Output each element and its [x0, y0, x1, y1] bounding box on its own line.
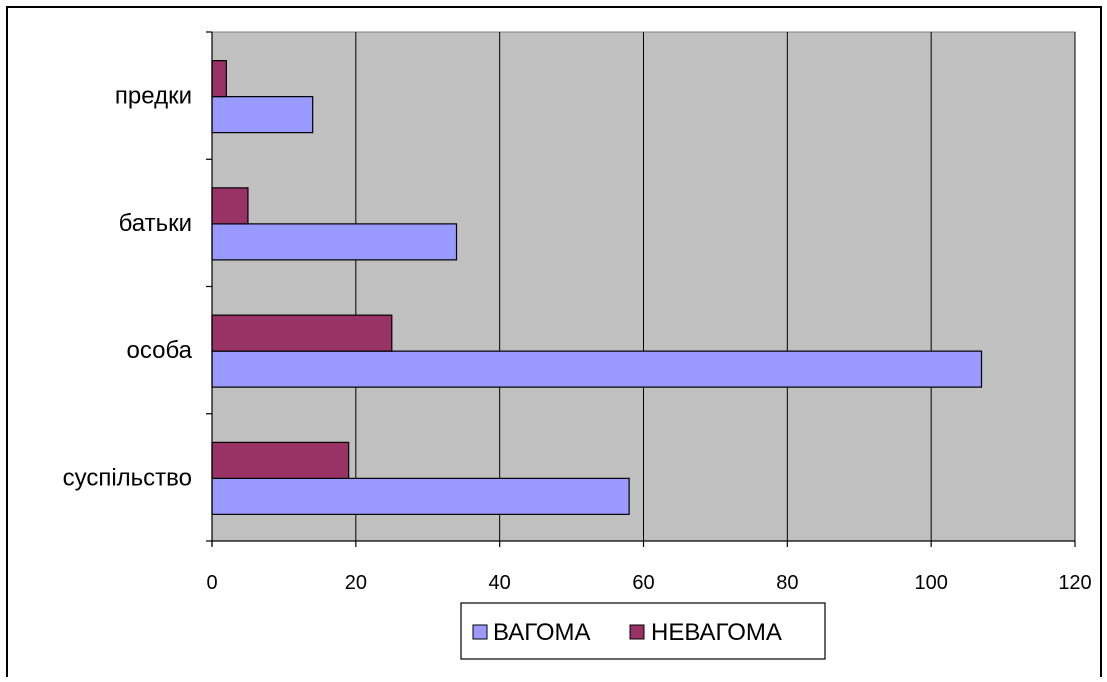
x-tick-label: 60	[632, 572, 654, 594]
bar-nevagoma-3	[211, 60, 227, 98]
bar-chart: суспільство особа батьки предки 0 20 40 60 80 10…	[63, 31, 1092, 660]
x-tick-label: 100	[914, 572, 947, 594]
x-tick-label: 40	[489, 572, 511, 594]
chart-frame: суспільство особа батьки предки 0 20 40 60 80 10…	[6, 6, 1102, 677]
bar-nevagoma-0	[211, 441, 350, 479]
bar-vagoma-0	[211, 477, 630, 515]
x-tick-label: 120	[1058, 572, 1091, 594]
bar-vagoma-2	[211, 223, 458, 261]
legend-swatch-0	[472, 624, 488, 640]
bar-nevagoma-1	[211, 314, 393, 352]
legend-swatch-1	[629, 624, 645, 640]
bar-vagoma-1	[211, 350, 983, 388]
x-tick-label: 80	[776, 572, 798, 594]
legend: ВАГОМА НЕВАГОМА	[460, 602, 826, 660]
y-tick-labels: суспільство особа батьки предки	[63, 83, 193, 492]
bar-nevagoma-2	[211, 187, 249, 225]
x-tick-labels: 0 20 40 60 80 100 120	[206, 572, 1091, 594]
legend-label-1: НЕВАГОМА	[651, 619, 782, 646]
x-tick-label: 0	[206, 572, 217, 594]
gridlines	[355, 32, 1076, 541]
legend-label-0: ВАГОМА	[493, 619, 591, 646]
x-tick-label: 20	[345, 572, 367, 594]
bar-vagoma-3	[211, 96, 314, 134]
bars	[211, 60, 983, 515]
y-tick-label: батьки	[119, 210, 192, 237]
y-tick-label: суспільство	[63, 464, 192, 491]
axes	[206, 31, 1076, 547]
y-tick-label: предки	[115, 83, 192, 110]
y-tick-label: особа	[126, 337, 192, 364]
